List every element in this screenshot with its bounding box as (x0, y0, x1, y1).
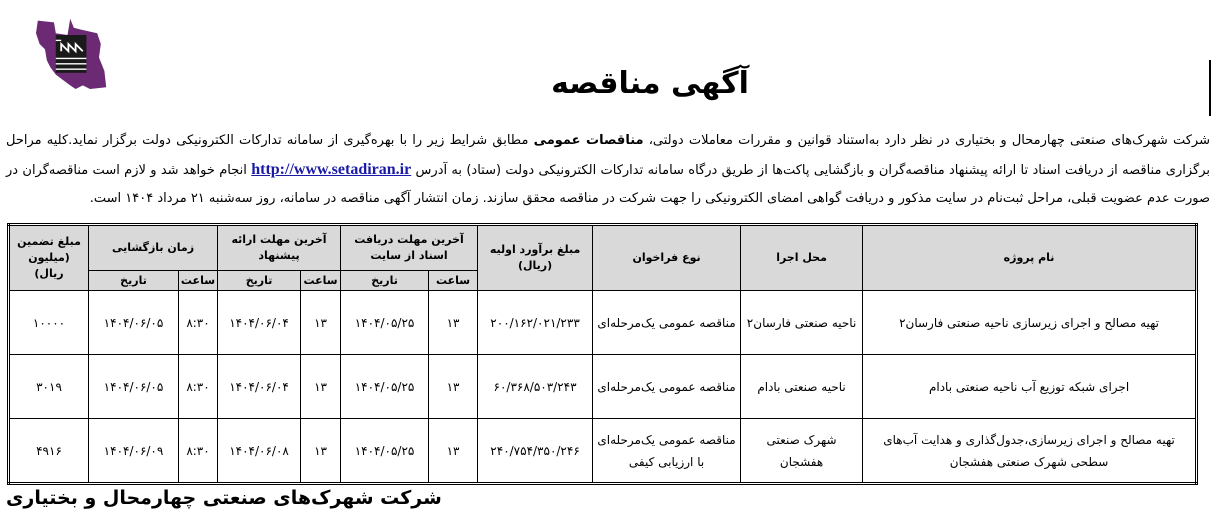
cell-guarantee: ۴۹۱۶ (8, 418, 89, 484)
cell-docs-date: ۱۴۰۴/۰۵/۲۵ (340, 354, 430, 419)
header-docs: آخرین مهلت دریافت اسناد از سایت (340, 224, 479, 271)
cell-offer-hour: ۱۳ (300, 354, 342, 419)
cell-docs-date: ۱۴۰۴/۰۵/۲۵ (340, 418, 430, 484)
cell-open-hour: ۸:۳۰ (178, 290, 219, 355)
cell-offer-date: ۱۴۰۴/۰۶/۰۴ (217, 290, 302, 355)
cell-location: ناحیه صنعتی بادام (740, 354, 864, 419)
header-date: تاریخ (87, 270, 180, 291)
table-row: تهیه مصالح و اجرای زیرسازی ناحیه صنعتی ف… (8, 290, 1198, 355)
cell-docs-hour: ۱۳ (428, 290, 479, 355)
cell-guarantee: ۱۰۰۰۰ (8, 290, 89, 355)
header-project: نام پروژه (862, 224, 1198, 291)
cell-open-date: ۱۴۰۴/۰۶/۰۵ (87, 354, 180, 419)
header-estimate: مبلغ برآورد اولیه (ریال) (477, 224, 594, 291)
cell-open-hour: ۸:۳۰ (178, 418, 219, 484)
setad-link[interactable]: http://www.setadiran.ir (251, 160, 412, 178)
header-type: نوع فراخوان (592, 224, 742, 291)
intro-text: انجام خواهد شد و لازم است مناقصه‌گران در… (6, 162, 1210, 207)
cell-offer-date: ۱۴۰۴/۰۶/۰۸ (217, 418, 302, 484)
company-logo (36, 18, 107, 89)
cell-location: شهرک صنعتی هفشجان (740, 418, 864, 484)
header-guarantee: مبلغ تضمین (میلیون ریال) (8, 224, 89, 291)
cell-open-date: ۱۴۰۴/۰۶/۰۹ (87, 418, 180, 484)
intro-bold-text: مناقصات عمومی (533, 133, 644, 148)
table-row: اجرای شبکه توزیع آب ناحیه صنعتی بادام ناح… (8, 354, 1198, 419)
cell-estimate: ۲۰۰/۱۶۲/۰۲۱/۲۳۳ (477, 290, 594, 355)
header-hour: ساعت (300, 270, 342, 291)
cell-offer-hour: ۱۳ (300, 290, 342, 355)
intro-paragraph: شرکت شهرک‌های صنعتی چهارمحال و بختیاری د… (6, 127, 1210, 214)
cell-offer-date: ۱۴۰۴/۰۶/۰۴ (217, 354, 302, 419)
header-hour: ساعت (428, 270, 479, 291)
cell-project: تهیه مصالح و اجرای زیرسازی،جدول‌گذاری و … (862, 418, 1198, 484)
footer-company: شرکت شهرک‌های صنعتی چهارمحال و بختیاری (6, 487, 442, 509)
intro-text: شرکت شهرک‌های صنعتی چهارمحال و بختیاری د… (643, 133, 1210, 148)
header-hour: ساعت (178, 270, 219, 291)
cell-docs-hour: ۱۳ (428, 418, 479, 484)
cell-estimate: ۶۰/۳۶۸/۵۰۳/۲۴۳ (477, 354, 594, 419)
table-row: تهیه مصالح و اجرای زیرسازی،جدول‌گذاری و … (8, 418, 1198, 484)
cell-type: مناقصه عمومی یک‌مرحله‌ای (592, 354, 742, 419)
cell-docs-hour: ۱۳ (428, 354, 479, 419)
tender-table: نام پروژه محل اجرا نوع فراخوان مبلغ برآو… (7, 223, 1199, 485)
page-title: آگهی مناقصه (551, 66, 749, 101)
cell-location: ناحیه صنعتی فارسان۲ (740, 290, 864, 355)
divider (1209, 60, 1211, 116)
cell-offer-hour: ۱۳ (300, 418, 342, 484)
intro-text: مطابق شرایط زیر را با بهره‌گیری از سامان… (6, 133, 1210, 178)
cell-type: مناقصه عمومی یک‌مرحله‌ای (592, 290, 742, 355)
cell-guarantee: ۳۰۱۹ (8, 354, 89, 419)
header-offer: آخرین مهلت ارائه پیشنهاد (217, 224, 342, 271)
header-date: تاریخ (217, 270, 302, 291)
cell-project: تهیه مصالح و اجرای زیرسازی ناحیه صنعتی ف… (862, 290, 1198, 355)
header-opening: زمان بازگشایی (87, 224, 219, 271)
header-location: محل اجرا (740, 224, 864, 291)
cell-type: مناقصه عمومی یک‌مرحله‌ای با ارزیابی کیفی (592, 418, 742, 484)
cell-open-date: ۱۴۰۴/۰۶/۰۵ (87, 290, 180, 355)
cell-project: اجرای شبکه توزیع آب ناحیه صنعتی بادام (862, 354, 1198, 419)
header-date: تاریخ (340, 270, 430, 291)
cell-estimate: ۲۴۰/۷۵۴/۳۵۰/۲۴۶ (477, 418, 594, 484)
cell-open-hour: ۸:۳۰ (178, 354, 219, 419)
cell-docs-date: ۱۴۰۴/۰۵/۲۵ (340, 290, 430, 355)
